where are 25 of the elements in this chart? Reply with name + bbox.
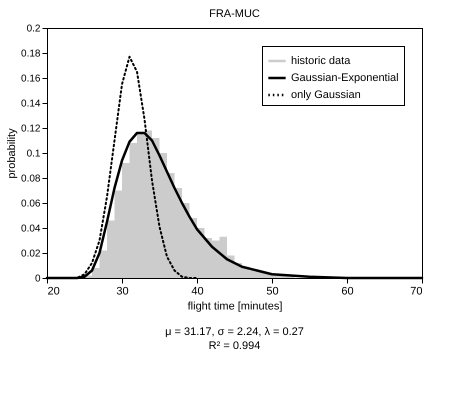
y-tick-label: 0 [34, 274, 41, 284]
y-tick-label: 0.04 [21, 224, 41, 234]
chart-title: FRA-MUC [209, 8, 260, 20]
x-tick-label: 40 [191, 286, 204, 298]
text: μ = 31.17, σ = 2.24, λ = 0.27 [165, 326, 304, 338]
legend-label: Gaussian-Exponential [291, 72, 399, 84]
legend-label: historic data [291, 55, 352, 67]
x-tick-label: 60 [341, 286, 354, 298]
x-tick-label: 20 [48, 286, 60, 298]
y-tick-label: 0.06 [21, 198, 41, 210]
text: R² = 0.994 [208, 340, 260, 352]
y-tick-label: 0.2 [26, 24, 41, 34]
y-tick-label: 0.1 [26, 148, 41, 160]
x-axis-title: flight time [minutes] [188, 300, 282, 312]
x-tick-label: 50 [266, 286, 279, 298]
y-tick-label: 0.08 [21, 174, 41, 184]
y-tick-label: 0.18 [21, 48, 41, 60]
x-tick-label: 70 [410, 286, 422, 298]
legend-label: only Gaussian [291, 89, 361, 101]
y-axis-title: probability [6, 128, 18, 179]
y-tick-label: 0.02 [21, 248, 41, 260]
y-tick-label: 0.12 [21, 124, 41, 134]
y-tick-label: 0.16 [21, 74, 41, 84]
y-tick-label: 0.14 [21, 98, 41, 110]
x-tick-label: 30 [116, 286, 129, 298]
